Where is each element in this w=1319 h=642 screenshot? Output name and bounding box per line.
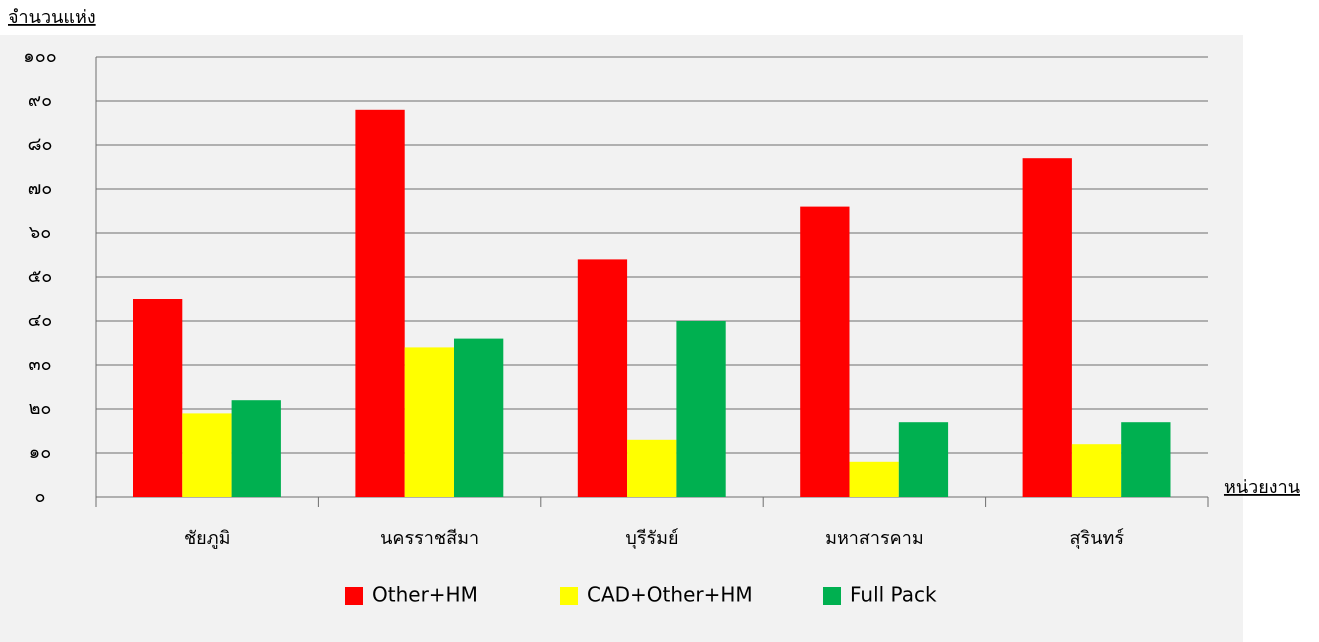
- y-axis-label: จำนวนแห่ง: [8, 7, 96, 28]
- x-tick-label: มหาสารคาม: [825, 528, 924, 549]
- bar: [898, 422, 949, 497]
- bar: [800, 206, 850, 497]
- bar: [231, 400, 281, 497]
- y-tick-label: ๕๐: [28, 266, 53, 287]
- x-tick-label: ชัยภูมิ: [184, 528, 231, 549]
- y-tick-label: ๙๐: [28, 90, 52, 111]
- y-tick-label: ๒๐: [29, 398, 52, 419]
- x-tick-label: บุรีรัมย์: [625, 528, 678, 549]
- bar: [1121, 422, 1171, 497]
- bar: [454, 338, 504, 497]
- y-tick-label: ๖๐: [29, 222, 51, 243]
- bar: [404, 347, 454, 497]
- y-tick-label: ๘๐: [28, 134, 53, 155]
- legend-swatch: [823, 587, 841, 605]
- legend-label: Other+HM: [372, 583, 478, 607]
- bar: [627, 439, 677, 497]
- x-tick-label: สุรินทร์: [1070, 528, 1125, 549]
- x-axis-label: หน่วยงาน: [1224, 477, 1300, 498]
- y-tick-label: ๑๐: [29, 442, 51, 463]
- legend-label: CAD+Other+HM: [587, 583, 753, 607]
- bar: [676, 321, 726, 497]
- legend-swatch: [345, 587, 363, 605]
- bar: [355, 109, 405, 498]
- bar: [182, 413, 232, 497]
- y-tick-label: ๓๐: [28, 354, 51, 375]
- bar: [1022, 158, 1072, 497]
- bar: [133, 299, 183, 497]
- legend-label: Full Pack: [850, 583, 937, 607]
- x-tick-label: นครราชสีมา: [380, 528, 479, 549]
- y-tick-label: ๗๐: [28, 178, 53, 199]
- y-tick-label: ๑๐๐: [23, 46, 56, 67]
- y-tick-label: ๔๐: [28, 310, 53, 331]
- bar: [849, 461, 899, 497]
- bar: [1071, 444, 1122, 497]
- legend-swatch: [560, 587, 578, 605]
- bar: [577, 259, 628, 497]
- y-tick-label: ๐: [35, 486, 46, 507]
